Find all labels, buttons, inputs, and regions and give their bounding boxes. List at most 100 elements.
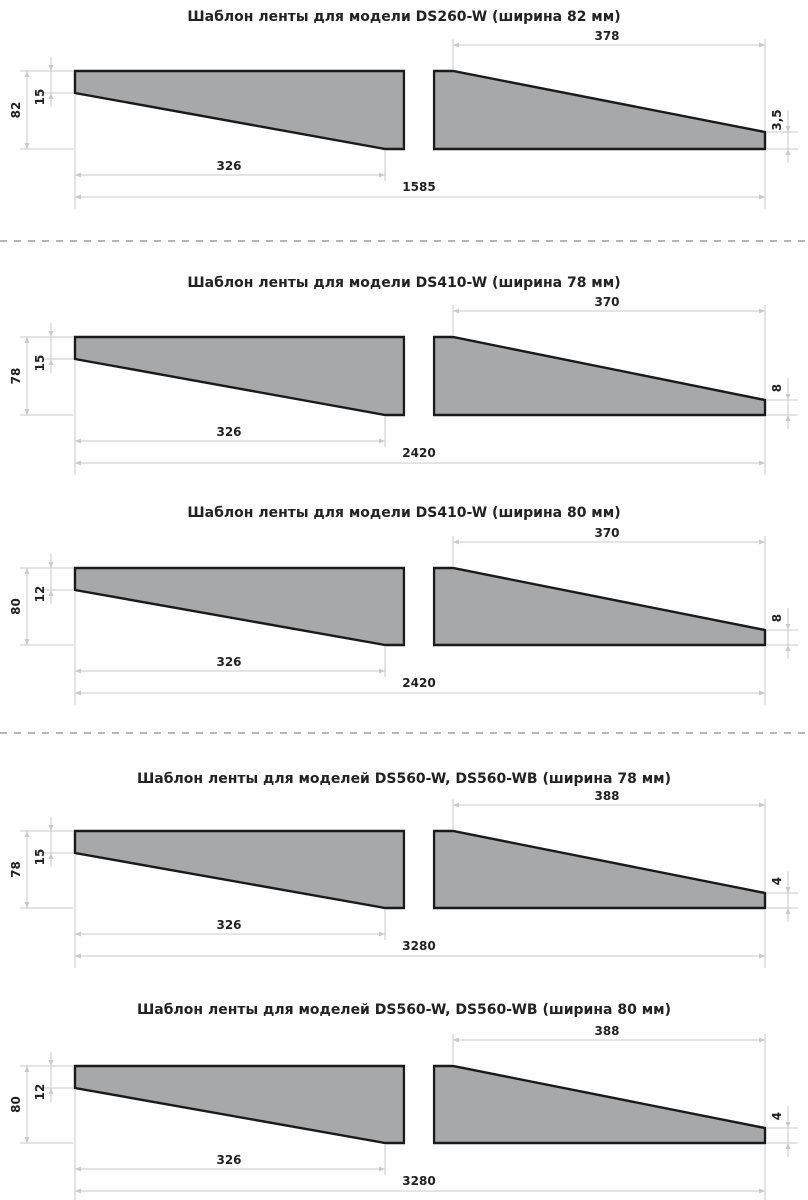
dimension-arrow — [785, 887, 791, 893]
dimension-arrow — [48, 93, 54, 99]
dimension-arrow — [785, 1122, 791, 1128]
belt-right-end-shape — [432, 829, 767, 910]
dimension-arrow — [24, 902, 30, 908]
dimension-arrow — [24, 143, 30, 149]
width-dimension-label: 78 — [9, 368, 23, 385]
left-step-dimension-label: 12 — [33, 586, 47, 603]
belt-template-panel: Шаблон ленты для моделей DS560-W, DS560-… — [9, 1002, 798, 1200]
dimension-arrow — [75, 460, 81, 466]
dimension-arrow — [75, 194, 81, 200]
left-taper-length-label: 326 — [216, 918, 241, 932]
right-end-dimension-label: 3,5 — [770, 109, 784, 130]
belt-template-panel: Шаблон ленты для модели DS410-W (ширина … — [9, 275, 798, 475]
dimension-arrow — [785, 1143, 791, 1149]
belt-left-end-shape — [73, 335, 406, 417]
total-length-label: 2420 — [402, 446, 435, 460]
dimension-arrow — [75, 668, 81, 674]
total-length-label: 1585 — [402, 180, 435, 194]
dimension-arrow — [759, 42, 765, 48]
dimension-arrow — [759, 953, 765, 959]
dimension-arrow — [785, 645, 791, 651]
panel-title: Шаблон ленты для модели DS410-W (ширина … — [187, 275, 620, 291]
dimension-arrow — [759, 1188, 765, 1194]
panel-title: Шаблон ленты для модели DS260-W (ширина … — [187, 9, 620, 25]
width-dimension-label: 82 — [9, 102, 23, 119]
right-taper-length-label: 378 — [594, 29, 619, 43]
dimension-arrow — [48, 562, 54, 568]
dimension-arrow — [48, 853, 54, 859]
right-end-dimension-label: 4 — [770, 1112, 784, 1120]
dimension-arrow — [759, 308, 765, 314]
total-length-label: 3280 — [402, 1174, 435, 1188]
belt-right-end-shape — [432, 1064, 767, 1145]
left-taper-length-label: 326 — [216, 159, 241, 173]
left-step-dimension-label: 12 — [33, 1084, 47, 1101]
width-dimension-label: 80 — [9, 598, 23, 615]
dimension-arrow — [785, 394, 791, 400]
dimension-arrow — [785, 624, 791, 630]
belt-left-end-shape — [73, 69, 406, 151]
belt-left-end-shape — [73, 829, 406, 910]
belt-break-gap — [405, 565, 433, 648]
dimension-arrow — [48, 825, 54, 831]
dimension-arrow — [759, 194, 765, 200]
panel-title: Шаблон ленты для модели DS410-W (ширина … — [187, 505, 620, 521]
left-step-dimension-label: 15 — [33, 355, 47, 372]
belt-break-gap — [405, 334, 433, 418]
dimension-arrow — [75, 172, 81, 178]
belt-right-end-shape — [432, 335, 767, 417]
dimension-arrow — [75, 1188, 81, 1194]
dimension-arrow — [379, 931, 385, 937]
dimension-arrow — [75, 690, 81, 696]
dimension-arrow — [453, 42, 459, 48]
dimension-arrow — [379, 438, 385, 444]
total-length-label: 2420 — [402, 676, 435, 690]
right-end-dimension-label: 8 — [770, 614, 784, 622]
belt-template-panel: Шаблон ленты для моделей DS560-W, DS560-… — [9, 771, 798, 968]
belt-left-end-shape — [73, 566, 406, 647]
dimension-arrow — [24, 409, 30, 415]
total-length-label: 3280 — [402, 939, 435, 953]
dimension-arrow — [48, 359, 54, 365]
dimension-arrow — [379, 1166, 385, 1172]
dimension-arrow — [75, 953, 81, 959]
belt-template-panel: Шаблон ленты для модели DS260-W (ширина … — [9, 9, 798, 209]
dimension-arrow — [453, 1037, 459, 1043]
panel-title: Шаблон ленты для моделей DS560-W, DS560-… — [137, 1002, 671, 1018]
belt-right-end-shape — [432, 566, 767, 647]
dimension-arrow — [24, 1066, 30, 1072]
belt-break-gap — [405, 828, 433, 911]
width-dimension-label: 80 — [9, 1096, 23, 1113]
left-taper-length-label: 326 — [216, 1153, 241, 1167]
dimension-arrow — [75, 931, 81, 937]
dimension-arrow — [453, 308, 459, 314]
dimension-arrow — [48, 590, 54, 596]
dimension-arrow — [785, 908, 791, 914]
dimension-arrow — [379, 668, 385, 674]
dimension-arrow — [379, 172, 385, 178]
right-end-dimension-label: 4 — [770, 877, 784, 885]
dimension-arrow — [759, 1037, 765, 1043]
dimension-arrow — [24, 337, 30, 343]
dimension-arrow — [24, 1137, 30, 1143]
belt-break-gap — [405, 1063, 433, 1146]
dimension-arrow — [759, 690, 765, 696]
right-taper-length-label: 388 — [594, 1024, 619, 1038]
left-taper-length-label: 326 — [216, 425, 241, 439]
left-step-dimension-label: 15 — [33, 89, 47, 106]
dimension-arrow — [785, 149, 791, 155]
dimension-arrow — [75, 438, 81, 444]
width-dimension-label: 78 — [9, 861, 23, 878]
dimension-arrow — [24, 71, 30, 77]
right-end-dimension-label: 8 — [770, 384, 784, 392]
dimension-arrow — [75, 1166, 81, 1172]
belt-template-panel: Шаблон ленты для модели DS410-W (ширина … — [9, 505, 798, 705]
dimension-arrow — [48, 331, 54, 337]
dimension-arrow — [759, 460, 765, 466]
panel-title: Шаблон ленты для моделей DS560-W, DS560-… — [137, 771, 671, 787]
right-taper-length-label: 370 — [594, 295, 619, 309]
dimension-arrow — [453, 539, 459, 545]
dimension-arrow — [48, 65, 54, 71]
dimension-arrow — [759, 539, 765, 545]
